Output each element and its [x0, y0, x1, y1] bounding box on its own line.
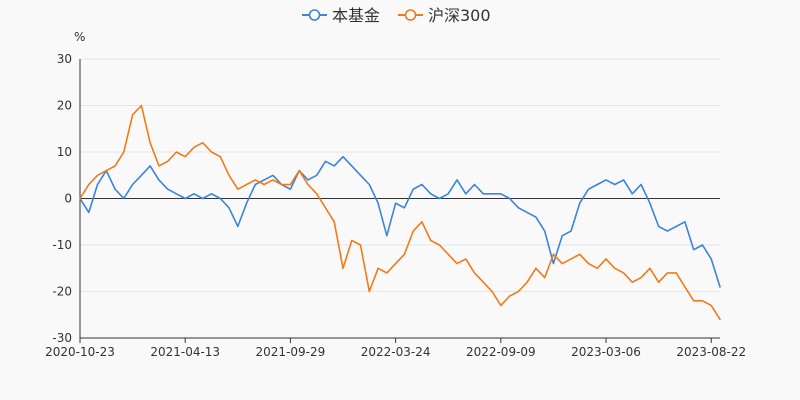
x-tick-label: 2023-08-22	[676, 345, 746, 359]
y-tick-label: 0	[64, 192, 72, 206]
legend-swatch-marker	[308, 9, 321, 21]
x-tick-label: 2021-09-29	[256, 345, 326, 359]
grid	[80, 58, 720, 339]
x-tick-label: 2022-03-24	[361, 345, 431, 359]
legend[interactable]: 本基金 沪深300	[302, 6, 491, 25]
legend-label: 沪深300	[428, 6, 491, 25]
y-tick-label: 10	[57, 145, 72, 159]
y-tick-label: 30	[57, 52, 72, 66]
series-line-index	[79, 104, 721, 321]
y-tick-label: -30	[52, 331, 72, 345]
y-tick-label: -20	[52, 285, 72, 299]
y-axis-unit-label: %	[74, 30, 85, 44]
y-axis-ticks: 30 20 10 0 -10 -20 -30	[52, 52, 81, 345]
y-tick-label: 20	[57, 99, 72, 113]
x-axis: 2020-10-23 2021-04-13 2021-09-29 2022-03-24…	[45, 337, 746, 359]
x-tick-label: 2020-10-23	[45, 345, 115, 359]
legend-item-fund[interactable]: 本基金	[302, 6, 380, 25]
x-tick-label: 2022-09-09	[466, 345, 536, 359]
series-layer	[79, 104, 721, 321]
x-tick-label: 2023-03-06	[571, 345, 641, 359]
y-tick-label: -10	[52, 238, 72, 252]
series-line-fund	[79, 155, 721, 288]
legend-item-index[interactable]: 沪深300	[398, 6, 491, 25]
legend-label: 本基金	[332, 6, 380, 25]
legend-swatch-marker	[404, 9, 417, 21]
x-tick-label: 2021-04-13	[150, 345, 220, 359]
